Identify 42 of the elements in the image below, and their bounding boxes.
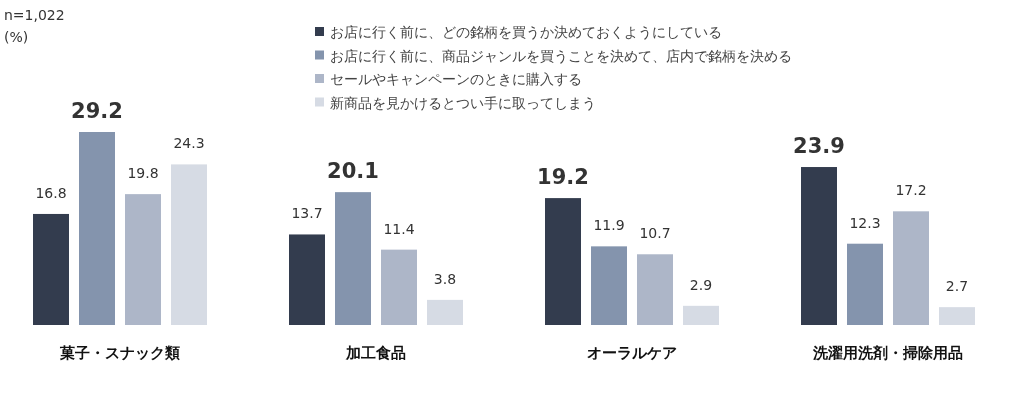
data-label: 2.7 xyxy=(945,278,969,295)
data-label: 20.1 xyxy=(327,159,379,184)
data-label: 16.8 xyxy=(35,184,67,201)
bar xyxy=(289,234,325,325)
legend-label: 新商品を見かけるとつい手に取ってしまう xyxy=(330,94,596,111)
x-tick-label: 加工食品 xyxy=(345,344,406,362)
bar xyxy=(893,211,929,325)
data-label: 29.2 xyxy=(71,99,123,123)
bar xyxy=(591,246,627,325)
data-label: 17.2 xyxy=(895,182,927,199)
data-label: 2.9 xyxy=(689,276,713,293)
data-label: 11.9 xyxy=(593,217,625,234)
bar xyxy=(801,167,837,325)
bar xyxy=(847,243,883,325)
data-label: 19.2 xyxy=(537,165,589,190)
bar xyxy=(171,164,207,325)
bar xyxy=(381,249,417,325)
bar xyxy=(125,194,161,325)
bar xyxy=(427,299,463,325)
data-label: 19.8 xyxy=(127,165,159,182)
data-label: 12.3 xyxy=(849,214,881,231)
legend-label: お店に行く前に、商品ジャンルを買うことを決めて、店内で銘柄を決める xyxy=(330,47,792,64)
text: (%) xyxy=(4,29,29,45)
data-label: 10.7 xyxy=(639,225,671,242)
data-label: 13.7 xyxy=(291,205,323,222)
legend-label: お店に行く前に、どの銘柄を買うか決めておくようにしている xyxy=(330,24,722,40)
x-tick-label: 洗濯用洗剤・掃除用品 xyxy=(812,344,963,362)
data-label: 11.4 xyxy=(383,220,415,237)
bar xyxy=(545,198,581,325)
x-tick-label: 菓子・スナック類 xyxy=(59,344,180,362)
data-label: 23.9 xyxy=(793,134,845,159)
legend-label: セールやキャンペーンのときに購入する xyxy=(330,71,582,87)
bar xyxy=(335,192,371,325)
bar xyxy=(939,307,975,325)
x-tick-label: オーラルケア xyxy=(587,344,677,362)
data-label: 24.3 xyxy=(173,135,205,152)
bar xyxy=(683,305,719,325)
bar xyxy=(79,132,115,325)
bar xyxy=(33,213,69,325)
bar xyxy=(637,254,673,325)
data-label: 3.8 xyxy=(433,270,457,287)
text: n=1,022 xyxy=(4,7,65,23)
